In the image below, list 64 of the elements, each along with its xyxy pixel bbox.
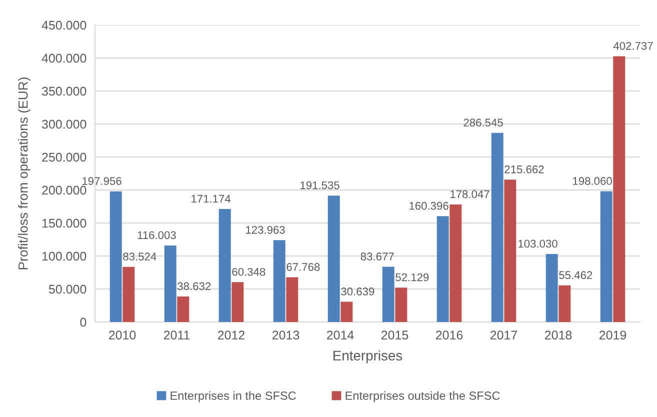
data-label: 191.535: [300, 181, 340, 190]
y-tick-label: 100.000: [42, 252, 86, 261]
data-label: 160.396: [410, 202, 448, 210]
data-label: 83.677: [360, 252, 394, 260]
bar: [491, 132, 504, 322]
bar: [122, 266, 135, 322]
data-label: 215.662: [504, 165, 544, 174]
bar: [436, 216, 449, 322]
bar: [328, 196, 340, 322]
x-tick-label: 2010: [108, 330, 136, 340]
x-tick-label: 2016: [436, 330, 463, 340]
y-tick-label: 250.000: [42, 152, 86, 162]
bar: [286, 277, 298, 322]
y-axis-title: Profit/loss from operations (EUR): [18, 78, 30, 270]
data-label: 52.129: [396, 273, 429, 282]
bar: [232, 282, 244, 322]
data-label: 116.003: [138, 231, 176, 240]
data-label: 67.768: [286, 263, 320, 271]
bar: [382, 266, 394, 322]
data-label: 171.174: [192, 194, 231, 203]
data-label: 286.545: [464, 118, 503, 127]
bar: [600, 191, 612, 322]
bar: [110, 191, 122, 322]
x-tick-label: 2018: [544, 330, 572, 340]
y-tick-label: 200.000: [42, 186, 86, 195]
x-tick-label: 2011: [164, 330, 190, 340]
x-tick-label: 2015: [381, 330, 408, 340]
y-tick-label: 450.000: [42, 20, 86, 30]
x-tick-label: 2012: [218, 330, 245, 340]
data-label: 123.963: [246, 226, 285, 234]
y-tick-label: 400.000: [42, 54, 86, 63]
data-label: 60.348: [232, 268, 266, 276]
bar: [177, 296, 190, 322]
bar: [504, 180, 516, 322]
legend-label: Enterprises outside the SFSC: [346, 391, 500, 402]
y-tick-label: 0: [80, 318, 86, 327]
data-label: 83.524: [123, 252, 156, 261]
data-label: 402.737: [613, 42, 653, 50]
bar: [613, 56, 626, 322]
y-tick-label: 350.000: [42, 86, 86, 96]
x-tick-label: 2019: [599, 330, 626, 340]
bar: [340, 302, 353, 322]
x-axis-title: Enterprises: [334, 350, 402, 364]
bar: [546, 254, 558, 322]
bar: [558, 285, 571, 322]
bar: [218, 209, 231, 322]
x-tick-label: 2014: [326, 330, 354, 340]
data-label: 103.030: [518, 240, 558, 248]
y-tick-label: 300.000: [42, 120, 86, 129]
x-tick-label: 2013: [272, 330, 300, 340]
data-label: 55.462: [559, 271, 592, 280]
bar: [395, 288, 408, 322]
data-label: 38.632: [178, 282, 211, 290]
y-tick-label: 50.000: [48, 284, 86, 294]
y-tick-label: 150.000: [42, 218, 86, 228]
bar: [273, 240, 286, 322]
data-label: 30.639: [341, 288, 374, 296]
data-label: 197.956: [82, 177, 122, 185]
data-label: 198.060: [573, 177, 612, 185]
bar: [450, 204, 462, 322]
x-tick-label: 2017: [490, 330, 518, 340]
legend-label: Enterprises in the SFSC: [170, 391, 296, 402]
bar: [164, 245, 176, 322]
data-label: 178.047: [450, 190, 490, 198]
